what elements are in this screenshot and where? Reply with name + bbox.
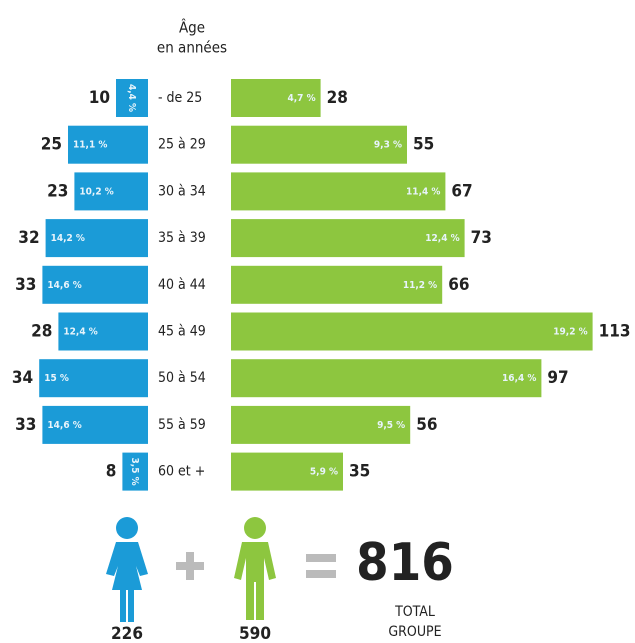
series-total: 590	[239, 624, 271, 643]
bar	[231, 172, 446, 211]
category-label: 35 à 39	[158, 230, 206, 246]
share-label: 3,5 %	[129, 458, 140, 486]
count-label: 8	[106, 462, 117, 482]
bar	[68, 125, 148, 164]
total-value: 816	[356, 533, 454, 593]
series-total: 226	[111, 624, 143, 643]
count-label: 34	[12, 368, 33, 388]
plus-sign	[176, 552, 204, 580]
bar	[231, 265, 443, 304]
bar	[231, 405, 411, 444]
share-label: 4,4 %	[126, 84, 137, 112]
axis-title: Âge	[179, 18, 205, 37]
bar	[231, 452, 343, 491]
count-label: 66	[448, 275, 469, 295]
total-label: TOTAL	[394, 604, 435, 620]
category-label: 60 et +	[158, 464, 205, 480]
count-label: 55	[413, 135, 434, 155]
category-label: 40 à 44	[158, 277, 206, 293]
count-label: 10	[89, 88, 110, 108]
count-label: 113	[599, 322, 631, 342]
share-label: 14,2 %	[51, 233, 85, 244]
count-label: 35	[349, 462, 370, 482]
count-label: 33	[15, 275, 36, 295]
bar	[231, 79, 321, 117]
bar	[45, 219, 148, 258]
share-label: 4,7 %	[288, 93, 316, 104]
bar	[42, 265, 148, 304]
woman-icon	[106, 517, 148, 622]
bar	[231, 125, 407, 164]
share-label: 9,5 %	[377, 420, 405, 431]
share-label: 14,6 %	[47, 420, 81, 431]
share-label: 16,4 %	[502, 373, 536, 384]
count-label: 25	[41, 135, 62, 155]
bar	[122, 452, 148, 491]
category-label: 50 à 54	[158, 370, 206, 386]
count-label: 23	[47, 181, 68, 201]
count-label: 67	[451, 181, 472, 201]
share-label: 9,3 %	[374, 140, 402, 151]
category-label: 55 à 59	[158, 417, 206, 433]
bar	[231, 312, 593, 351]
bar	[116, 79, 148, 117]
total-label: GROUPE	[388, 624, 441, 640]
category-label: 30 à 34	[158, 183, 206, 199]
equals-sign	[306, 554, 336, 578]
count-label: 32	[18, 228, 39, 248]
category-label: - de 25	[158, 90, 202, 106]
category-label: 25 à 29	[158, 137, 206, 153]
share-label: 12,4 %	[63, 327, 97, 338]
category-label: 45 à 49	[158, 324, 206, 340]
bar	[74, 172, 148, 211]
count-label: 28	[327, 88, 348, 108]
bar	[231, 219, 465, 258]
share-label: 11,4 %	[406, 186, 440, 197]
count-label: 97	[547, 368, 568, 388]
share-label: 11,1 %	[73, 140, 107, 151]
share-label: 5,9 %	[310, 467, 338, 478]
count-label: 33	[15, 415, 36, 435]
count-label: 56	[416, 415, 437, 435]
share-label: 14,6 %	[47, 280, 81, 291]
bar	[231, 359, 542, 398]
share-label: 11,2 %	[403, 280, 437, 291]
share-label: 19,2 %	[553, 327, 587, 338]
share-label: 10,2 %	[79, 186, 113, 197]
bar	[39, 359, 149, 398]
share-label: 12,4 %	[425, 233, 459, 244]
share-label: 15 %	[44, 373, 69, 384]
bar	[42, 405, 148, 444]
count-label: 28	[31, 322, 52, 342]
bar	[58, 312, 148, 351]
count-label: 73	[471, 228, 492, 248]
man-icon	[234, 517, 276, 620]
axis-title: en années	[157, 39, 227, 57]
